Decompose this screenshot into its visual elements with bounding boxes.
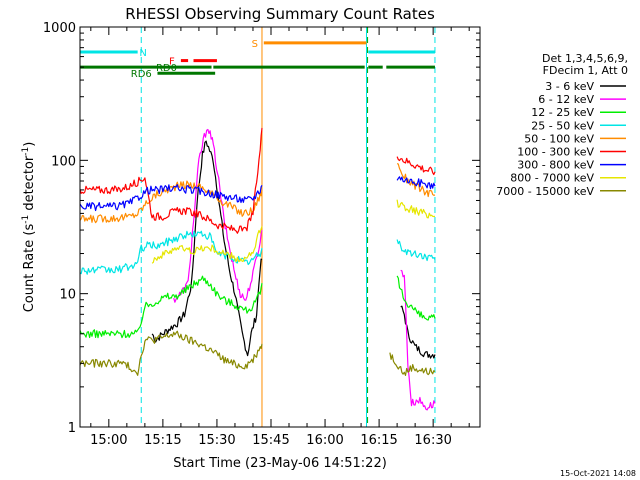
series-300-800-kev bbox=[80, 176, 436, 212]
legend-label-50-100-kev: 50 - 100 keV bbox=[524, 132, 594, 145]
x-tick-label-16-15: 16:15 bbox=[360, 433, 397, 448]
series-12-25-kev bbox=[80, 275, 436, 339]
flag-f-label: F bbox=[169, 57, 175, 68]
flag-n-label: N bbox=[139, 48, 146, 59]
x-tick-label-15-15: 15:15 bbox=[144, 433, 181, 448]
series-50-100-kev bbox=[80, 163, 436, 224]
legend-label-6-12-kev: 6 - 12 keV bbox=[538, 93, 594, 106]
x-tick-label-15-45: 15:45 bbox=[252, 433, 289, 448]
legend-label-100-300-kev: 100 - 300 keV bbox=[517, 146, 594, 159]
series-lines bbox=[80, 127, 436, 411]
flag-rd6-label: RD6 bbox=[131, 69, 152, 80]
x-tick-label-16-30: 16:30 bbox=[414, 433, 451, 448]
legend-label-800-7000-kev: 800 - 7000 keV bbox=[510, 172, 594, 185]
series-800-7000-kev bbox=[151, 199, 436, 264]
flag-rd0-label: RD0 bbox=[156, 63, 177, 74]
footer-date: 15-Oct-2021 14:08 bbox=[560, 469, 636, 478]
x-tick-label-16-00: 16:00 bbox=[306, 433, 343, 448]
y-tick-label-1: 1 bbox=[68, 421, 76, 436]
legend-label-25-50-kev: 25 - 50 keV bbox=[531, 119, 594, 132]
y-tick-label-10: 10 bbox=[59, 288, 76, 303]
y-tick-label-100: 100 bbox=[51, 154, 76, 169]
series-3-6-kev bbox=[151, 140, 436, 359]
series-6-12-kev bbox=[173, 128, 436, 411]
legend-label-3-6-kev: 3 - 6 keV bbox=[545, 80, 594, 93]
plot-frame bbox=[79, 26, 481, 428]
y-axis: 1 10 100 1000 bbox=[43, 21, 480, 436]
vertical-markers bbox=[79, 27, 436, 427]
x-tick-label-15-00: 15:00 bbox=[90, 433, 127, 448]
x-tick-label-15-30: 15:30 bbox=[198, 433, 235, 448]
flag-s-label: S bbox=[252, 39, 258, 50]
legend-header-1: FDecim 1, Att 0 bbox=[543, 64, 628, 77]
chart-title: RHESSI Observing Summary Count Rates bbox=[125, 5, 435, 23]
legend-label-7000-15000-kev: 7000 - 15000 keV bbox=[496, 185, 594, 198]
y-tick-label-1000: 1000 bbox=[43, 21, 76, 36]
x-axis-label: Start Time (23-May-06 14:51:22) bbox=[173, 456, 387, 471]
series-25-50-kev bbox=[80, 230, 436, 275]
series-7000-15000-kev bbox=[80, 330, 436, 376]
legend: Det 1,3,4,5,6,9,FDecim 1, Att 0 3 - 6 keV… bbox=[496, 52, 628, 198]
x-axis: 15:00 15:15 15:30 15:45 16:00 16:15 16:30 bbox=[90, 27, 470, 448]
legend-label-12-25-kev: 12 - 25 keV bbox=[531, 106, 594, 119]
legend-header-0: Det 1,3,4,5,6,9, bbox=[542, 52, 628, 65]
series-100-300-kev bbox=[80, 127, 436, 234]
y-axis-label: Count Rate (s-1 detector-1) bbox=[21, 142, 37, 313]
legend-label-300-800-kev: 300 - 800 keV bbox=[517, 159, 594, 172]
